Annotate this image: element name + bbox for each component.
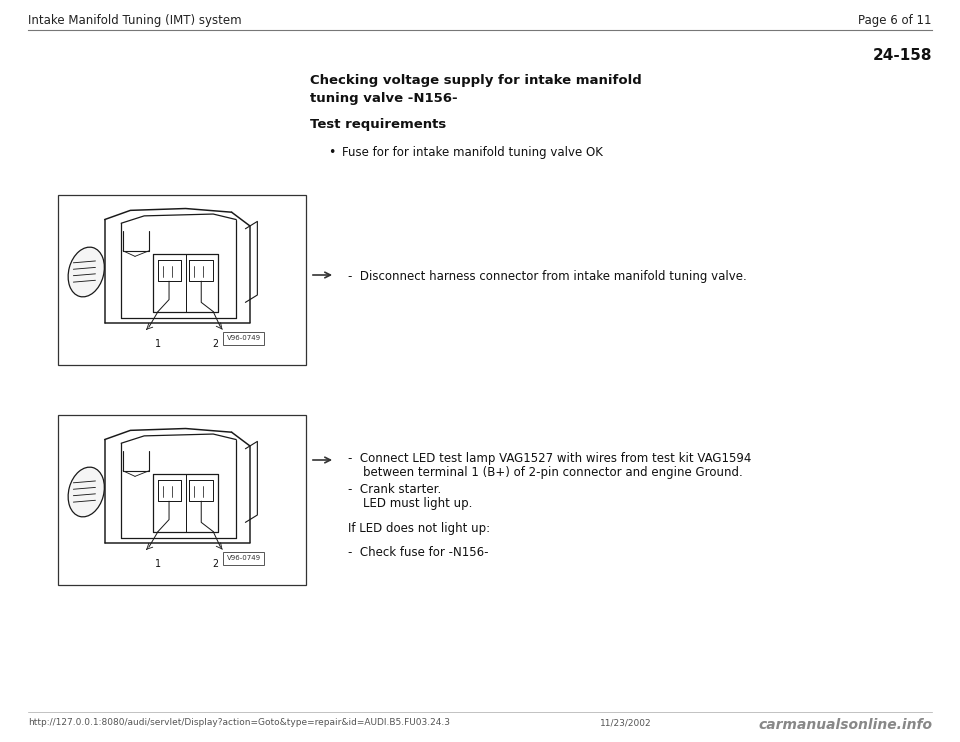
Bar bbox=[58, 415, 306, 585]
Text: Fuse for for intake manifold tuning valve OK: Fuse for for intake manifold tuning valv… bbox=[342, 146, 603, 159]
Text: Page 6 of 11: Page 6 of 11 bbox=[858, 14, 932, 27]
Text: -  Check fuse for -N156-: - Check fuse for -N156- bbox=[348, 546, 489, 559]
Text: LED must light up.: LED must light up. bbox=[348, 497, 472, 510]
Text: tuning valve -N156-: tuning valve -N156- bbox=[310, 92, 458, 105]
Text: 11/23/2002: 11/23/2002 bbox=[600, 718, 652, 727]
Text: If LED does not light up:: If LED does not light up: bbox=[348, 522, 491, 535]
Text: 1: 1 bbox=[155, 559, 161, 569]
Ellipse shape bbox=[68, 467, 105, 517]
Bar bbox=[58, 195, 306, 365]
Text: -  Disconnect harness connector from intake manifold tuning valve.: - Disconnect harness connector from inta… bbox=[348, 270, 747, 283]
Text: http://127.0.0.1:8080/audi/servlet/Display?action=Goto&type=repair&id=AUDI.B5.FU: http://127.0.0.1:8080/audi/servlet/Displ… bbox=[28, 718, 450, 727]
Ellipse shape bbox=[68, 247, 105, 297]
Text: between terminal 1 (B+) of 2-pin connector and engine Ground.: between terminal 1 (B+) of 2-pin connect… bbox=[348, 466, 743, 479]
FancyBboxPatch shape bbox=[224, 552, 264, 565]
Text: V96-0749: V96-0749 bbox=[227, 335, 260, 341]
Text: Intake Manifold Tuning (IMT) system: Intake Manifold Tuning (IMT) system bbox=[28, 14, 242, 27]
FancyBboxPatch shape bbox=[224, 332, 264, 345]
Text: -  Connect LED test lamp VAG1527 with wires from test kit VAG1594: - Connect LED test lamp VAG1527 with wir… bbox=[348, 452, 752, 465]
Text: V96-0749: V96-0749 bbox=[227, 555, 260, 561]
Text: 1: 1 bbox=[155, 339, 161, 349]
Text: carmanualsonline.info: carmanualsonline.info bbox=[758, 718, 932, 732]
Text: •: • bbox=[328, 146, 335, 159]
Text: 2: 2 bbox=[212, 559, 218, 569]
Text: Test requirements: Test requirements bbox=[310, 118, 446, 131]
Text: -  Crank starter.: - Crank starter. bbox=[348, 483, 442, 496]
Text: Checking voltage supply for intake manifold: Checking voltage supply for intake manif… bbox=[310, 74, 641, 87]
Text: 24-158: 24-158 bbox=[873, 48, 932, 63]
Text: 2: 2 bbox=[212, 339, 218, 349]
